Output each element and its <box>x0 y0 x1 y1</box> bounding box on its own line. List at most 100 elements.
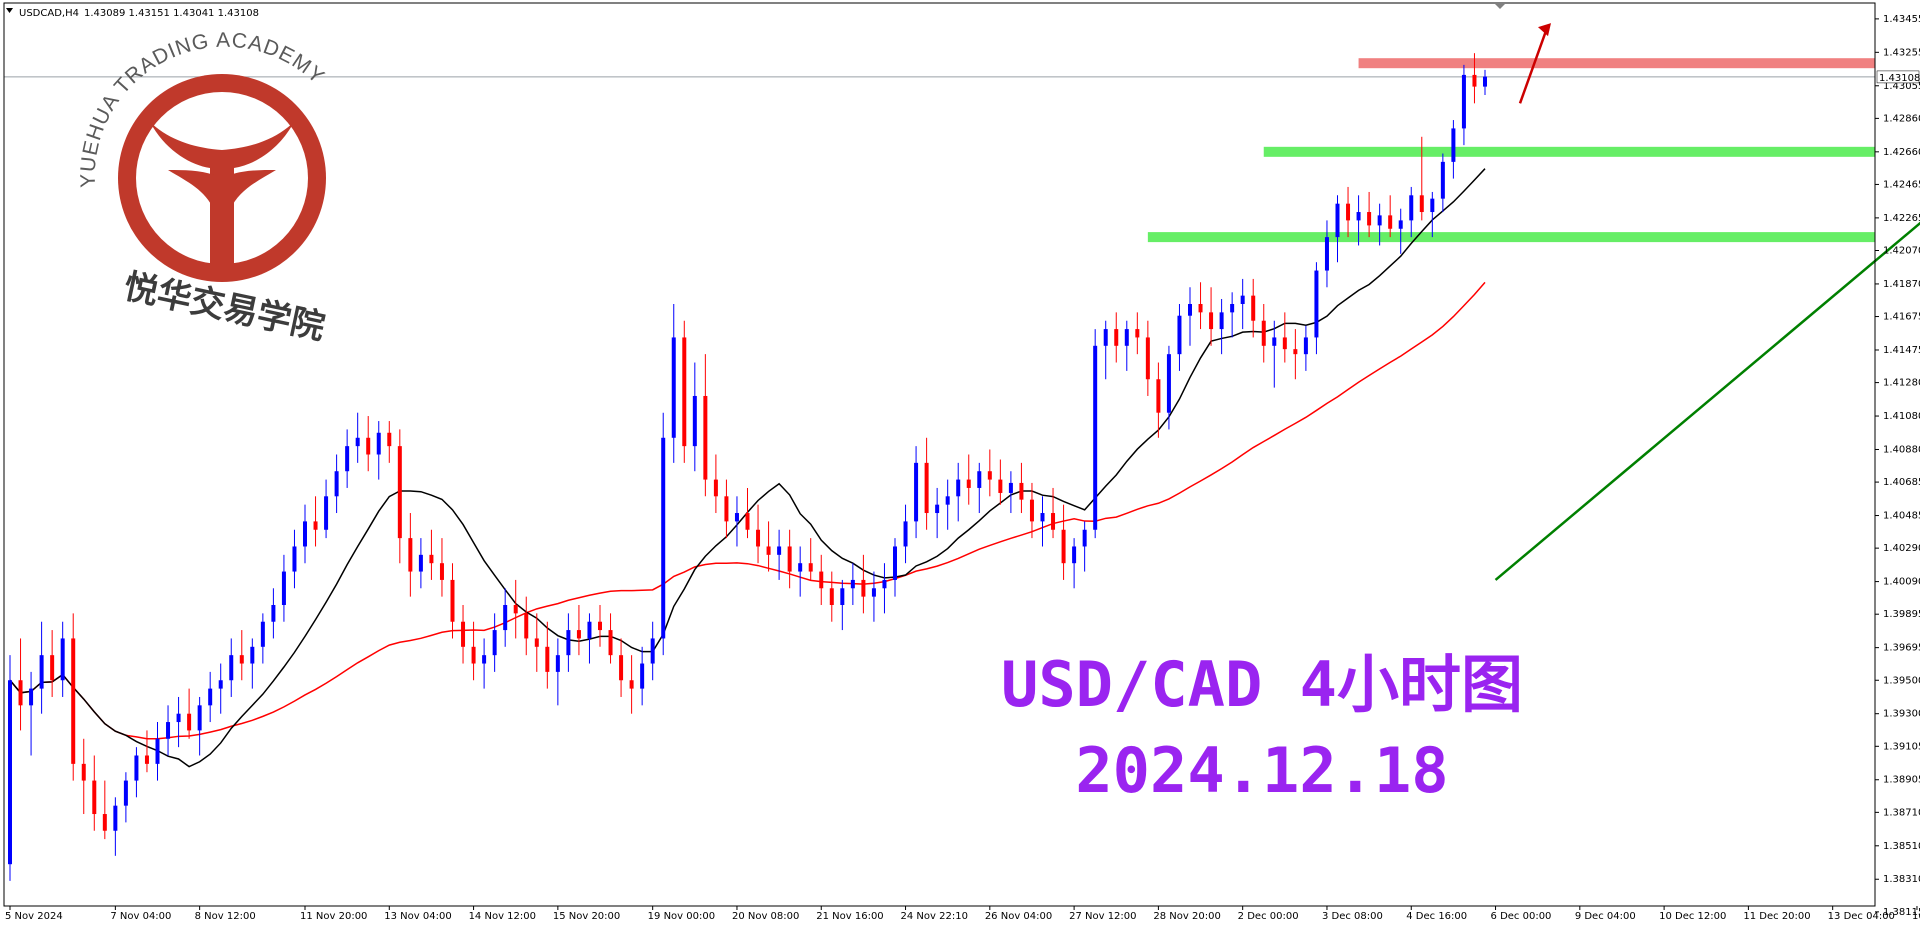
y-tick-label: 1.39895 <box>1883 609 1920 620</box>
candle-body <box>29 688 34 706</box>
candle-body <box>1272 337 1277 346</box>
candle-body <box>439 563 444 580</box>
candle-body <box>450 579 455 622</box>
candle-body <box>829 588 834 605</box>
candle-body <box>1082 529 1087 547</box>
candle-body <box>703 395 708 480</box>
candle-body <box>418 554 423 572</box>
candle-body <box>1230 304 1235 313</box>
candle-body <box>1019 482 1024 500</box>
candle-body <box>1388 215 1393 229</box>
x-tick-label: 19 Nov 00:00 <box>648 911 715 922</box>
candle-body <box>1346 203 1351 221</box>
candle-body <box>671 337 676 438</box>
candle-body <box>777 546 782 555</box>
y-tick-label: 1.42660 <box>1883 147 1920 158</box>
candle-body <box>503 605 508 631</box>
candle-body <box>966 479 971 488</box>
symbol-label: USDCAD,H4 <box>19 8 79 19</box>
candle-body <box>260 621 265 647</box>
y-tick-label: 1.42465 <box>1883 179 1920 190</box>
y-tick-label: 1.40685 <box>1883 477 1920 488</box>
candle-body <box>1356 212 1361 221</box>
y-tick-label: 1.41280 <box>1883 378 1920 389</box>
candle-body <box>1303 337 1308 355</box>
y-tick-label: 1.42265 <box>1883 213 1920 224</box>
y-tick-label: 1.40880 <box>1883 444 1920 455</box>
candle-body <box>882 579 887 589</box>
y-tick-label: 1.43455 <box>1883 14 1920 25</box>
current-price-label: 1.43108 <box>1879 73 1920 84</box>
candle-body <box>8 680 12 865</box>
candle-body <box>292 546 297 572</box>
candle-body <box>608 630 613 656</box>
candle-body <box>808 563 813 572</box>
price-zones <box>1147 58 1875 243</box>
candle-body <box>81 763 86 781</box>
candle-body <box>408 538 413 572</box>
candle-body <box>692 395 697 447</box>
candle-body <box>1261 320 1266 346</box>
candle-body <box>766 546 771 555</box>
annotation-title: USD/CAD 4小时图 <box>1001 648 1523 721</box>
x-tick-label: 10 Dec 12:00 <box>1659 911 1726 922</box>
candle-body <box>1483 76 1487 87</box>
x-tick-label: 5 Nov 2024 <box>5 911 63 922</box>
candle-body <box>134 755 139 781</box>
x-tick-label: 14 Nov 12:00 <box>469 911 536 922</box>
candle-body <box>187 713 192 731</box>
candle-body <box>819 571 824 589</box>
candle-body <box>1367 212 1372 226</box>
candle-body <box>893 546 897 580</box>
candle-body <box>555 655 560 672</box>
ohlc-readout: 1.43089 1.43151 1.43041 1.43108 <box>84 8 259 19</box>
candle-body <box>324 496 329 530</box>
y-tick-label: 1.38510 <box>1883 841 1920 852</box>
candle-body <box>1156 379 1161 413</box>
candle-body <box>924 462 929 514</box>
candle-body <box>787 546 792 572</box>
candle-body <box>1377 215 1382 226</box>
x-tick-label: 4 Dec 16:00 <box>1406 911 1467 922</box>
candle-body <box>123 780 128 806</box>
candle-body <box>640 663 645 689</box>
x-tick-label: 2 Dec 00:00 <box>1238 911 1299 922</box>
candle-body <box>1029 499 1034 522</box>
candle-body <box>239 655 244 664</box>
x-tick-label: 16 Dec 08:00 <box>1912 911 1920 922</box>
candle-body <box>176 713 181 723</box>
x-tick-label: 7 Nov 04:00 <box>110 911 171 922</box>
x-tick-label: 20 Nov 08:00 <box>732 911 799 922</box>
support_lower-zone <box>1147 232 1875 243</box>
candle-body <box>850 579 855 589</box>
candle-body <box>945 496 950 505</box>
candle-body <box>471 646 476 664</box>
candle-body <box>1240 295 1245 304</box>
candle-body <box>482 655 487 664</box>
candle-body <box>682 337 687 447</box>
slow-ma-line <box>9 281 1486 740</box>
x-tick-label: 28 Nov 20:00 <box>1153 911 1220 922</box>
candle-body <box>1198 304 1203 313</box>
y-tick-label: 1.39695 <box>1883 643 1920 654</box>
candle-body <box>197 705 202 731</box>
y-tick-label: 1.38115 <box>1883 907 1920 918</box>
candle-body <box>1209 312 1214 330</box>
annotation-date: 2024.12.18 <box>1075 734 1448 807</box>
y-tick-label: 1.40485 <box>1883 511 1920 522</box>
candle-body <box>1430 198 1435 213</box>
resistance-zone <box>1358 58 1875 69</box>
candle-body <box>861 579 866 597</box>
candle-body <box>798 563 803 572</box>
x-tick-label: 11 Dec 20:00 <box>1743 911 1810 922</box>
x-tick-label: 9 Dec 04:00 <box>1575 911 1636 922</box>
chart-shift-icon[interactable] <box>1495 4 1505 9</box>
candle-body <box>1103 329 1108 346</box>
candle-body <box>724 496 729 522</box>
price-axis: 1.43455 1.43255 1.43055 1.42860 1.42660 1.424… <box>1875 14 1920 918</box>
candle-body <box>977 471 982 488</box>
dropdown-icon[interactable] <box>6 8 13 13</box>
candle-body <box>313 521 318 530</box>
drawings <box>1494 23 1920 581</box>
candle-body <box>334 471 339 497</box>
